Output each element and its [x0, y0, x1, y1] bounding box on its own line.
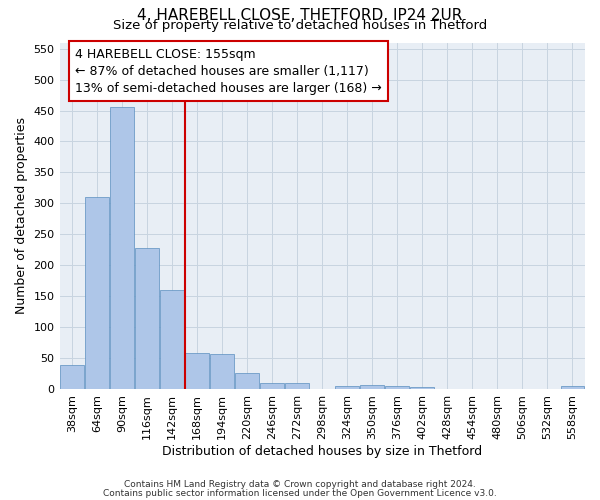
Text: 4 HAREBELL CLOSE: 155sqm
← 87% of detached houses are smaller (1,117)
13% of sem: 4 HAREBELL CLOSE: 155sqm ← 87% of detach… [76, 48, 382, 94]
X-axis label: Distribution of detached houses by size in Thetford: Distribution of detached houses by size … [162, 444, 482, 458]
Bar [286, 384, 309, 389]
Bar [210, 354, 234, 389]
Bar [60, 366, 84, 389]
Bar [110, 108, 134, 389]
Bar [410, 387, 434, 389]
Bar [260, 383, 284, 389]
Bar [160, 290, 184, 389]
Text: Contains public sector information licensed under the Open Government Licence v3: Contains public sector information licen… [103, 488, 497, 498]
Text: 4, HAREBELL CLOSE, THETFORD, IP24 2UR: 4, HAREBELL CLOSE, THETFORD, IP24 2UR [137, 8, 463, 22]
Bar [135, 248, 159, 389]
Bar [85, 197, 109, 389]
Bar [385, 386, 409, 389]
Bar [361, 384, 384, 389]
Bar [560, 386, 584, 389]
Bar [235, 374, 259, 389]
Y-axis label: Number of detached properties: Number of detached properties [15, 117, 28, 314]
Bar [185, 353, 209, 389]
Text: Contains HM Land Registry data © Crown copyright and database right 2024.: Contains HM Land Registry data © Crown c… [124, 480, 476, 489]
Bar [335, 386, 359, 389]
Text: Size of property relative to detached houses in Thetford: Size of property relative to detached ho… [113, 19, 487, 32]
